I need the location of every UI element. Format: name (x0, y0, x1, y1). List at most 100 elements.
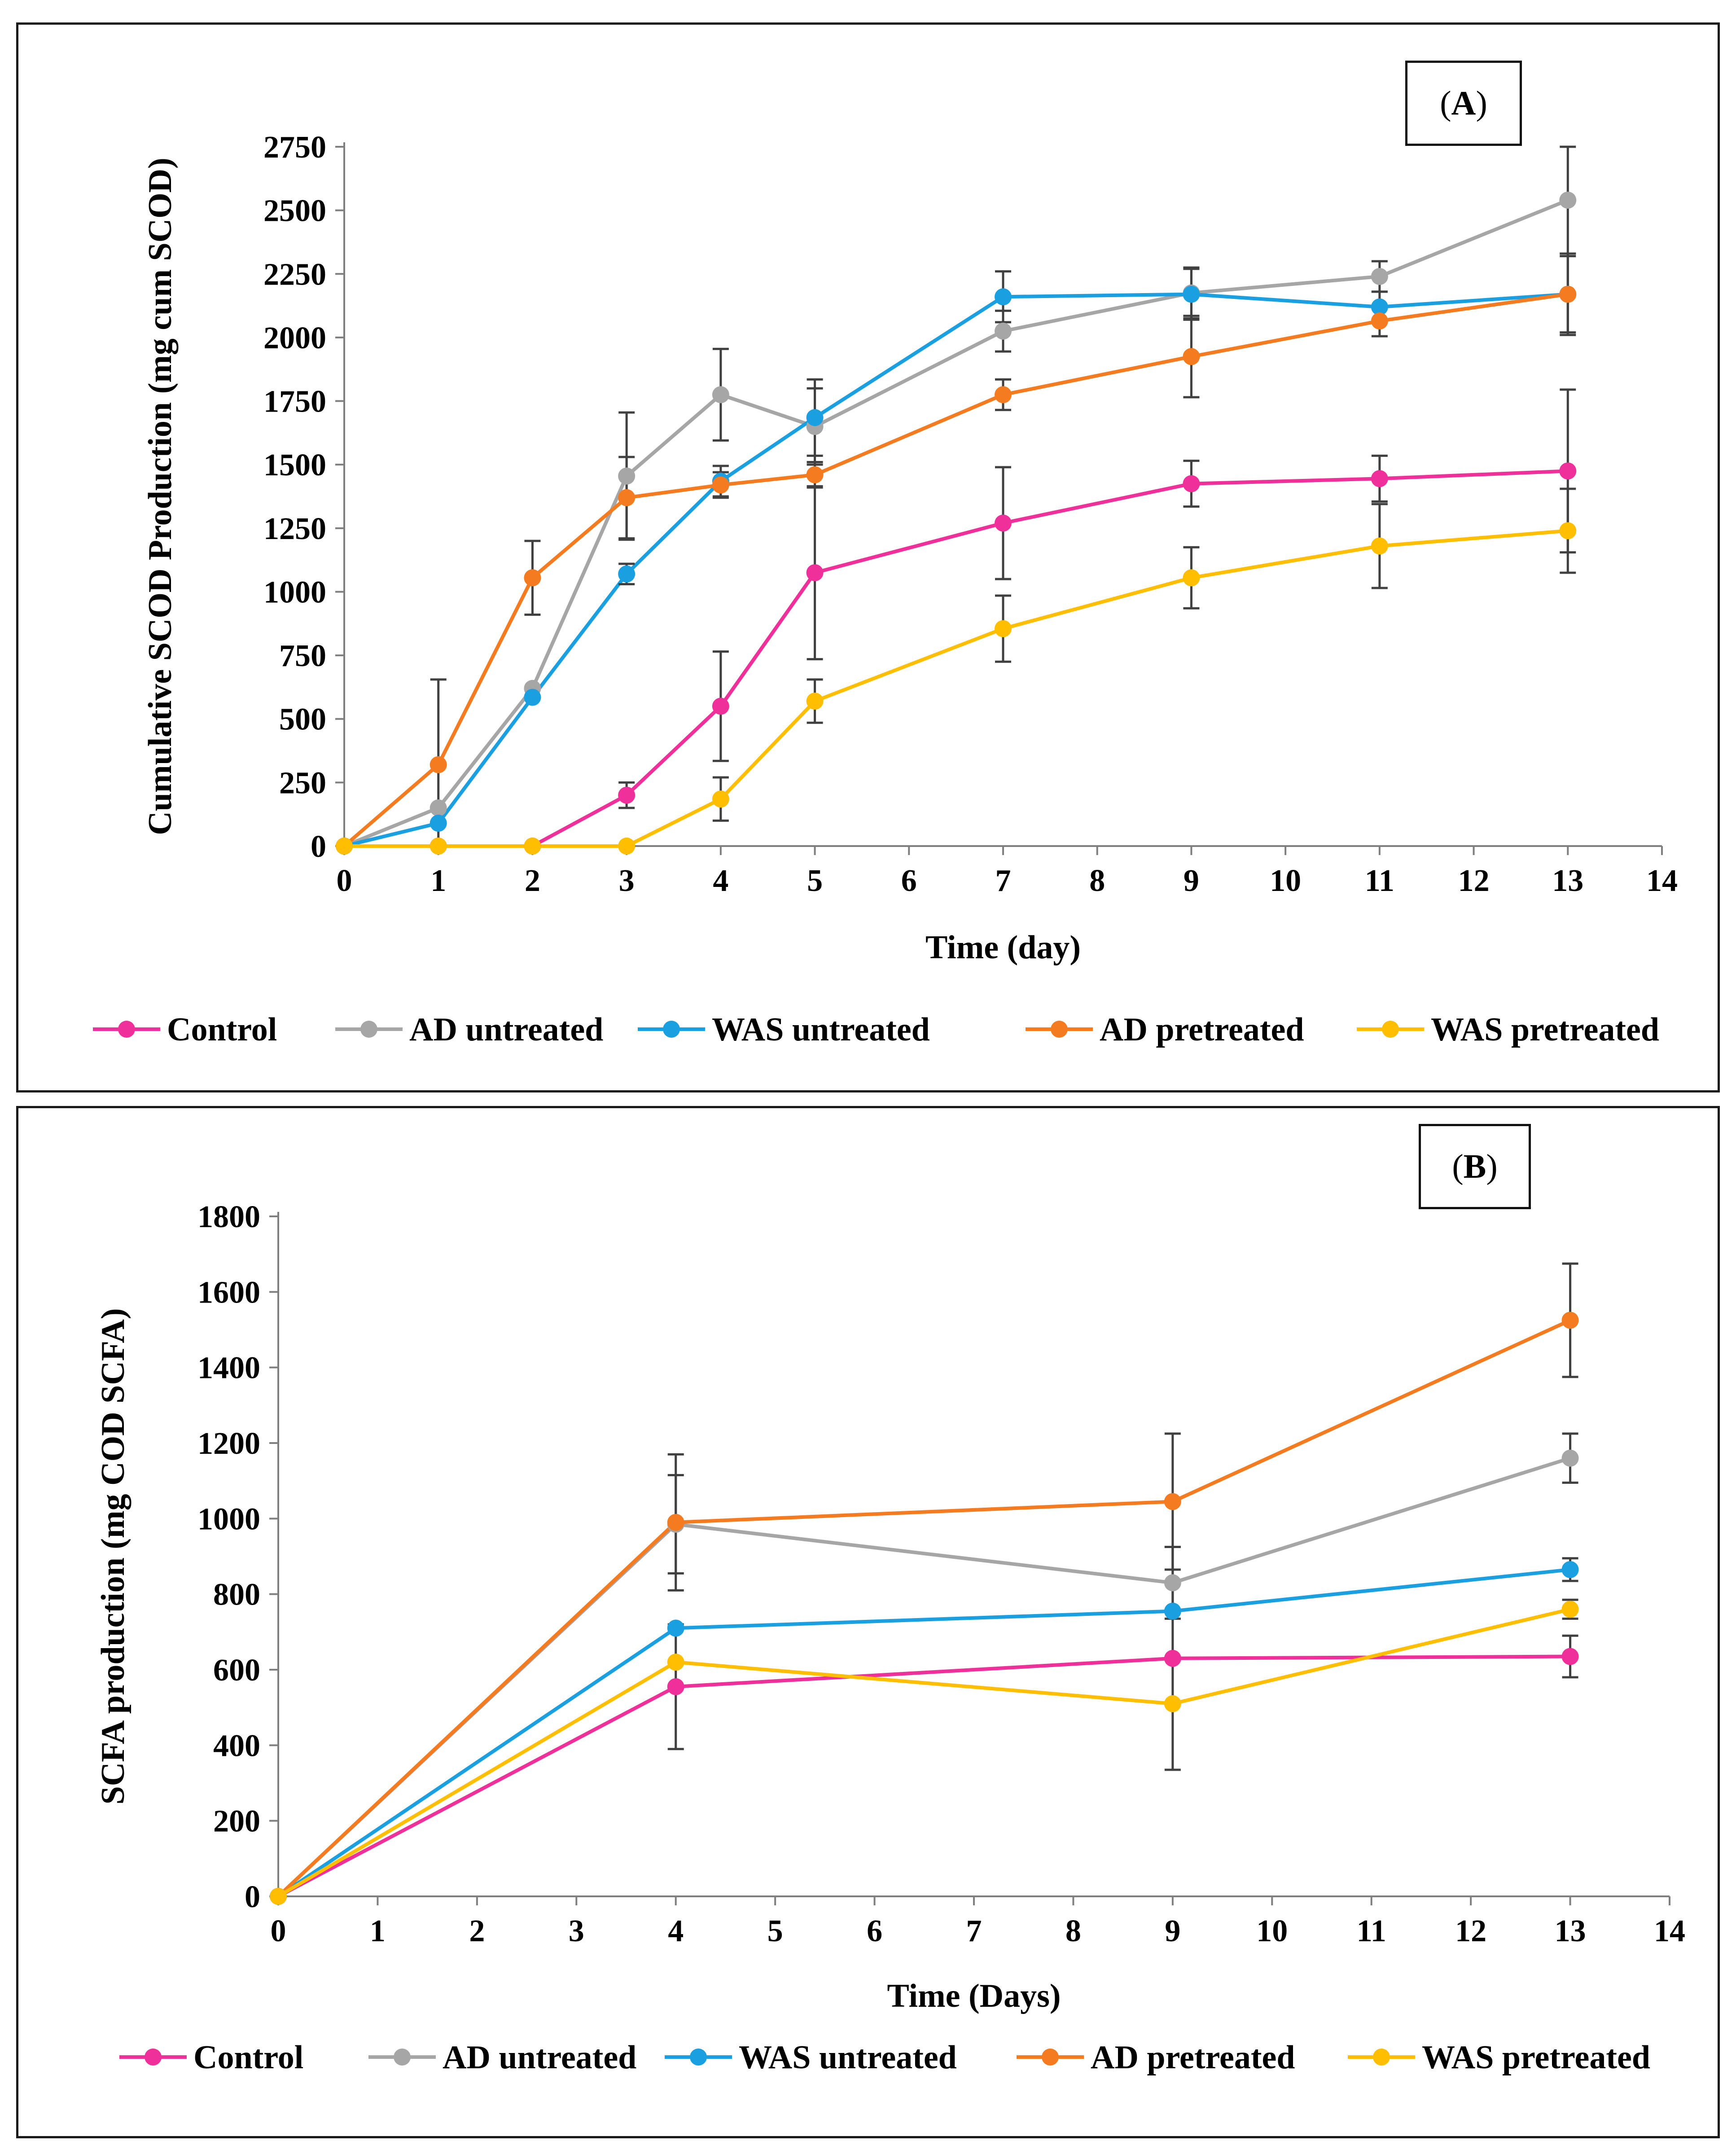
legend-marker (690, 2049, 707, 2066)
y-tick-label: 1750 (263, 385, 326, 419)
legend-label: WAS untreated (712, 1011, 930, 1048)
data-point (430, 799, 447, 817)
legend-item: WAS untreated (638, 1011, 930, 1048)
legend-item: AD untreated (368, 2039, 636, 2076)
y-tick-label: 2500 (263, 194, 326, 228)
panel-label: B (1463, 1147, 1486, 1185)
x-tick-label: 12 (1455, 1914, 1486, 1948)
data-point (667, 1654, 684, 1671)
panel-label-box: (A) (1405, 61, 1522, 146)
y-tick-label: 1400 (197, 1351, 260, 1386)
y-tick-label: 750 (279, 639, 326, 673)
legend-item: WAS untreated (665, 2039, 957, 2076)
legend-item: WAS pretreated (1348, 2039, 1650, 2076)
series-line (277, 1567, 1570, 1898)
data-point (1561, 1449, 1579, 1467)
data-point (667, 1619, 684, 1637)
x-tick-label: 9 (1184, 864, 1199, 898)
legend-marker (1051, 1021, 1068, 1038)
y-tick-label: 400 (213, 1728, 260, 1763)
data-point (1164, 1574, 1181, 1592)
y-tick-label: 1000 (197, 1502, 260, 1536)
y-tick-label: 2000 (263, 321, 326, 355)
data-point (1164, 1649, 1181, 1667)
legend-marker (118, 1021, 135, 1038)
x-tick-label: 14 (1646, 864, 1678, 898)
x-tick-label: 4 (713, 864, 728, 898)
legend-label: AD pretreated (1091, 2039, 1295, 2076)
x-axis-title: Time (Days) (887, 1978, 1061, 2014)
legend-item: WAS pretreated (1357, 1011, 1659, 1048)
data-point (336, 838, 353, 855)
legend-marker (1382, 1021, 1399, 1038)
series-line (277, 1456, 1571, 1898)
data-point (1559, 522, 1577, 540)
y-tick-label: 1000 (263, 575, 326, 610)
legend-item: Control (93, 1011, 277, 1048)
chart-a: 0250500750100012501500175020002250250027… (93, 130, 1678, 1048)
x-tick-label: 4 (668, 1914, 684, 1948)
data-point (1164, 1602, 1181, 1620)
legend-item: Control (119, 2039, 303, 2076)
data-point (430, 756, 447, 773)
data-point (1183, 348, 1200, 365)
y-tick-label: 0 (311, 829, 326, 864)
series-line (277, 1318, 1571, 1898)
legend-marker (394, 2049, 411, 2066)
legend-label: AD pretreated (1100, 1011, 1304, 1048)
legend-item: AD pretreated (1017, 2039, 1295, 2076)
data-point (806, 693, 824, 710)
data-point (1561, 1561, 1579, 1578)
x-tick-label: 8 (1089, 864, 1105, 898)
legend-label: AD untreated (409, 1011, 603, 1048)
data-point (1561, 1601, 1579, 1618)
y-tick-label: 1250 (263, 512, 326, 546)
legend-marker (360, 1021, 377, 1038)
y-tick-label: 1200 (197, 1426, 260, 1461)
legend-item: AD untreated (335, 1011, 603, 1048)
data-point (1183, 569, 1200, 587)
x-tick-label: 1 (430, 864, 446, 898)
data-point (806, 466, 824, 483)
data-point (1371, 268, 1388, 285)
legend-label: WAS pretreated (1431, 1011, 1659, 1048)
data-point (1561, 1648, 1579, 1665)
data-point (995, 620, 1012, 637)
x-tick-label: 8 (1065, 1914, 1081, 1948)
x-tick-label: 9 (1165, 1914, 1180, 1948)
x-tick-label: 11 (1357, 1914, 1386, 1948)
legend-item: AD pretreated (1026, 1011, 1304, 1048)
x-tick-label: 0 (337, 864, 352, 898)
data-point (1559, 285, 1577, 303)
y-tick-label: 250 (279, 766, 326, 800)
data-point (995, 288, 1012, 306)
x-tick-label: 12 (1458, 864, 1490, 898)
x-tick-label: 5 (807, 864, 823, 898)
y-tick-label: 1500 (263, 448, 326, 483)
x-tick-label: 1 (370, 1914, 386, 1948)
y-tick-label: 500 (279, 702, 326, 737)
y-tick-label: 2750 (263, 130, 326, 165)
panel-b: (B) 0 200 400 600 800 1000 1200 1400 1600 1800 0 1 2… (16, 1106, 1720, 2138)
data-point (430, 815, 447, 832)
legend-marker (1042, 2049, 1059, 2066)
data-point (1559, 462, 1577, 480)
legend-label: AD untreated (443, 2039, 636, 2076)
legend-marker (663, 1021, 680, 1038)
y-tick-label: 600 (213, 1653, 260, 1688)
series-line (344, 469, 1568, 848)
legend-label: WAS untreated (739, 2039, 957, 2076)
legend-marker (1373, 2049, 1390, 2066)
series-line (344, 529, 1568, 848)
data-point (1164, 1493, 1181, 1510)
y-axis-title: SCFA production (mg COD SCFA) (95, 1308, 132, 1805)
data-point (618, 786, 636, 804)
data-point (430, 838, 447, 855)
x-tick-label: 10 (1256, 1914, 1288, 1948)
data-point (618, 489, 636, 506)
data-point (1164, 1695, 1181, 1712)
y-axis-title: Cumulative SCOD Production (mg cum SCOD) (142, 158, 179, 835)
x-tick-label: 13 (1552, 864, 1583, 898)
data-point (524, 569, 541, 587)
